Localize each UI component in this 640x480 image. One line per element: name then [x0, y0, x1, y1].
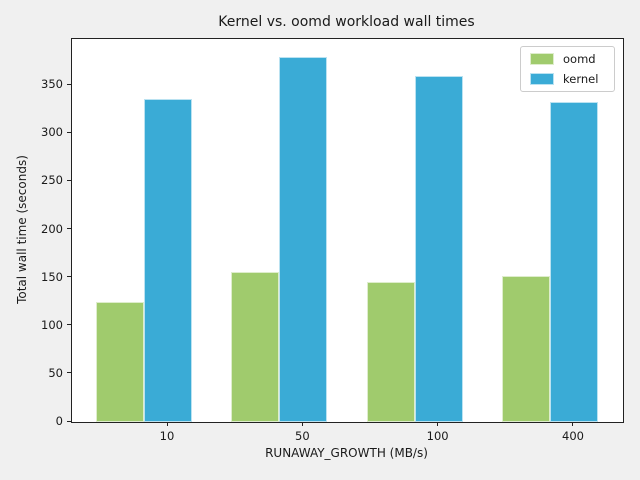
legend-label: kernel	[563, 71, 599, 86]
y-tick-mark	[67, 372, 71, 374]
chart-title: Kernel vs. oomd workload wall times	[218, 14, 475, 30]
y-tick-mark	[67, 276, 71, 278]
y-tick-label: 0	[55, 414, 63, 428]
bar-kernel-100	[414, 75, 463, 422]
y-tick-mark	[67, 83, 71, 85]
x-tick-label: 10	[159, 429, 175, 443]
y-tick-mark	[67, 228, 71, 230]
bar-oomd-100	[366, 281, 415, 422]
plot-area: oomd kernel	[71, 38, 624, 423]
legend-item-kernel: kernel	[530, 71, 605, 86]
y-tick-label: 300	[41, 125, 63, 140]
x-tick-mark	[166, 422, 168, 426]
x-tick-mark	[572, 422, 574, 426]
y-tick-mark	[67, 131, 71, 133]
bar-oomd-50	[231, 271, 280, 422]
y-tick-mark	[67, 179, 71, 181]
bar-kernel-50	[279, 57, 328, 422]
legend-item-oomd: oomd	[530, 51, 605, 66]
bar-kernel-10	[144, 98, 192, 422]
y-tick-label: 50	[48, 365, 63, 380]
bar-oomd-400	[501, 275, 550, 422]
bars-layer	[72, 39, 623, 422]
legend-label: oomd	[563, 51, 596, 66]
legend-swatch-oomd	[530, 53, 554, 65]
legend: oomd kernel	[520, 46, 615, 92]
y-tick-label: 150	[41, 269, 63, 284]
y-tick-label: 200	[41, 221, 63, 236]
x-axis-label: RUNAWAY_GROWTH (MB/s)	[265, 446, 428, 460]
x-tick-label: 400	[562, 429, 584, 443]
y-tick-mark	[67, 324, 71, 326]
y-tick-label: 350	[41, 77, 63, 92]
x-tick-mark	[437, 422, 439, 426]
y-tick-mark	[67, 420, 71, 422]
x-tick-mark	[301, 422, 303, 426]
legend-swatch-kernel	[530, 73, 554, 85]
x-tick-label: 50	[295, 429, 310, 443]
bar-oomd-10	[96, 301, 144, 422]
y-tick-label: 100	[41, 317, 63, 332]
y-tick-label: 250	[41, 173, 63, 188]
bar-kernel-400	[549, 101, 598, 422]
x-tick-label: 100	[426, 429, 449, 443]
